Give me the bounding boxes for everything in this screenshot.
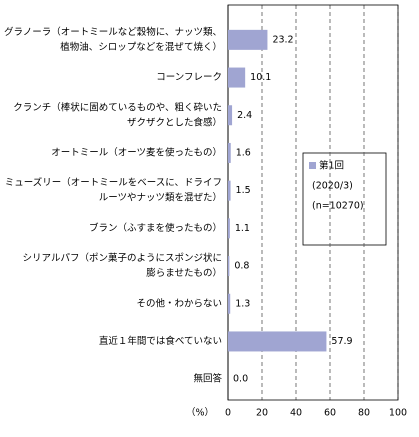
y-tick-label: ミューズリー（オートミールをベースに、ドライフ <box>5 177 222 189</box>
x-tick-label: 60 <box>324 408 336 419</box>
x-tick-label: 80 <box>358 408 370 419</box>
value-label: 23.2 <box>272 34 293 45</box>
y-tick-label: 植物油、シロップなどを混ぜて焼く） <box>60 41 222 53</box>
y-tick-label: ザクザクとした食感） <box>127 116 222 128</box>
bar <box>228 331 327 352</box>
y-tick-label: 直近１年間では食べていない <box>99 335 222 347</box>
legend-note: (2020/3) <box>312 181 353 192</box>
y-tick-label: 膨らませたもの） <box>146 267 222 279</box>
y-tick-label: その他・わからない <box>136 297 222 309</box>
value-label: 57.9 <box>331 336 352 347</box>
value-label: 1.3 <box>235 298 250 309</box>
bar <box>228 142 231 163</box>
legend-label: 第1回 <box>319 160 344 172</box>
x-axis-label: （%） <box>186 407 214 419</box>
bar <box>228 256 230 277</box>
value-label: 2.4 <box>237 110 252 121</box>
x-tick-label: 20 <box>256 408 268 419</box>
legend-swatch <box>309 162 316 169</box>
y-tick-label: ルーツやナッツ類を混ぜた） <box>99 192 222 204</box>
legend-note: (n=10270) <box>312 201 364 212</box>
value-label: 0.0 <box>233 374 248 385</box>
bar <box>228 29 268 50</box>
y-tick-label: シリアルパフ（ポン菓子のようにスポンジ状に <box>22 252 222 264</box>
x-tick-label: 0 <box>225 408 231 419</box>
bar <box>228 180 231 201</box>
bar <box>228 67 246 88</box>
value-label: 1.6 <box>236 147 251 158</box>
value-label: 1.1 <box>235 223 250 234</box>
y-tick-label: クランチ（棒状に固めているものや、粗く砕いた <box>13 101 222 113</box>
x-tick-label: 100 <box>389 408 407 419</box>
y-tick-label: グラノーラ（オートミールなど穀物に、ナッツ類、 <box>4 26 222 38</box>
value-label: 10.1 <box>250 72 271 83</box>
legend-box <box>302 152 387 246</box>
y-tick-label: 無回答 <box>193 373 222 385</box>
y-tick-label: コーンフレーク <box>156 72 222 83</box>
value-label: 0.8 <box>234 261 249 272</box>
x-tick-label: 40 <box>290 408 302 419</box>
value-label: 1.5 <box>236 185 251 196</box>
y-tick-label: オートミール（オーツ麦を使ったもの） <box>51 146 222 158</box>
bar <box>228 293 231 314</box>
bar <box>228 105 233 126</box>
bar <box>228 218 230 239</box>
y-tick-label: ブラン（ふすまを使ったもの） <box>89 222 222 234</box>
